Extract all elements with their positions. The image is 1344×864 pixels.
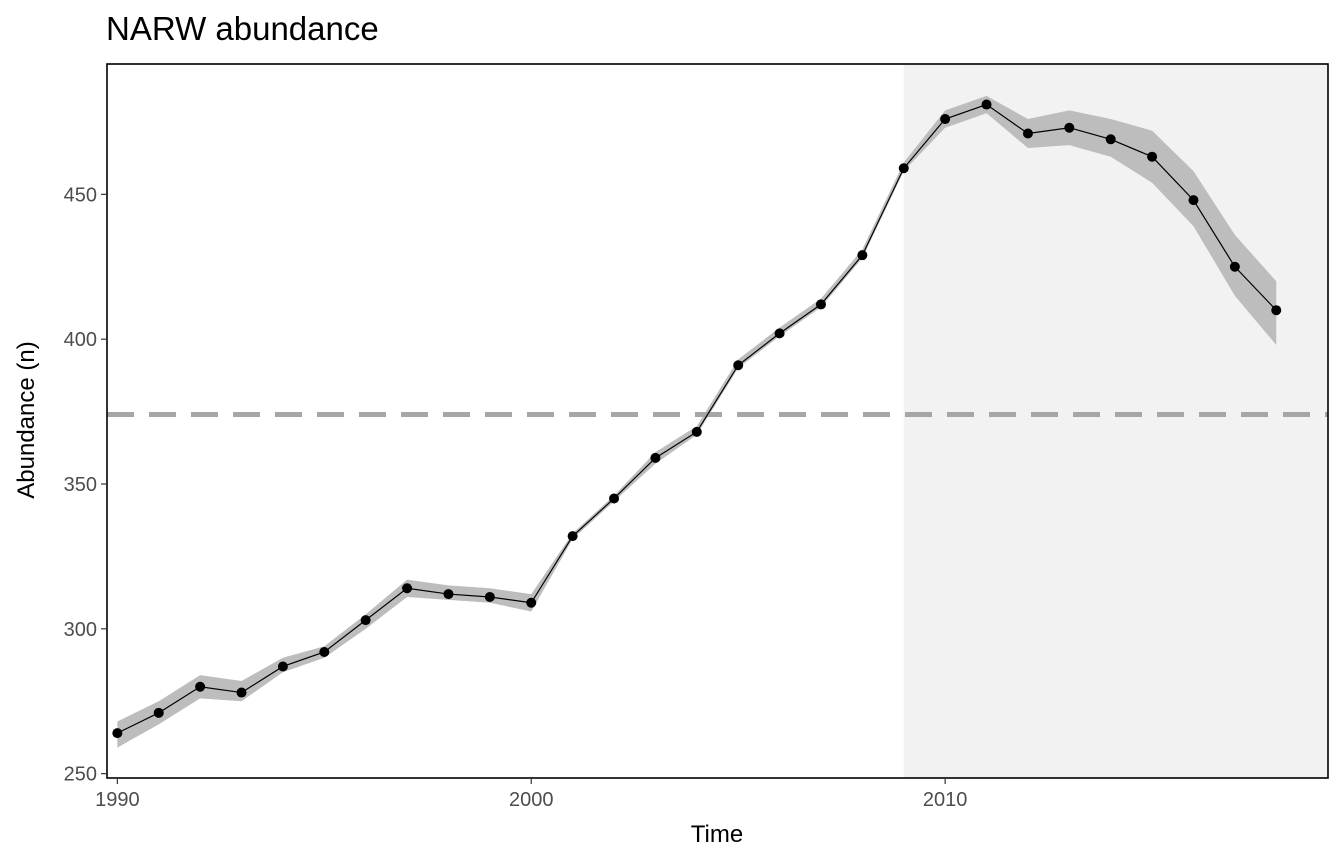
data-point (484, 591, 495, 602)
x-tick-label: 1990 (95, 789, 140, 811)
data-point (402, 583, 413, 594)
data-point (319, 647, 330, 657)
data-point (236, 687, 247, 698)
data-point (898, 163, 909, 174)
data-point (691, 426, 702, 437)
y-tick-label: 300 (64, 619, 97, 641)
x-tick-label: 2010 (923, 789, 968, 811)
data-point (443, 589, 454, 600)
data-point (940, 114, 951, 125)
data-point (526, 597, 537, 608)
data-point (195, 681, 206, 692)
data-point (112, 728, 123, 739)
data-point (733, 360, 744, 371)
y-axis-title: Abundance (n) (13, 341, 40, 498)
data-point (650, 452, 661, 463)
data-point (857, 250, 868, 261)
data-point (1147, 151, 1158, 162)
data-point (815, 299, 826, 310)
panel-border (106, 63, 1329, 779)
data-point (277, 661, 288, 672)
x-tick-label: 2000 (509, 789, 554, 811)
x-axis: 1990 2000 2010 (95, 778, 967, 811)
data-point (981, 99, 992, 110)
data-point (1064, 122, 1075, 133)
plot-area (106, 63, 1329, 779)
shaded-period (903, 64, 1328, 778)
data-point (1188, 195, 1199, 206)
y-tick-label: 450 (64, 184, 97, 206)
data-point (774, 328, 785, 339)
y-axis: 250 300 350 400 450 (64, 184, 107, 786)
data-point (1022, 128, 1033, 139)
data-point (1105, 134, 1116, 145)
y-tick-label: 350 (64, 474, 97, 496)
chart-title: NARW abundance (106, 10, 379, 47)
data-point (1229, 261, 1240, 272)
data-point (1271, 305, 1282, 316)
y-tick-label: 250 (64, 764, 97, 786)
data-point (153, 707, 164, 718)
x-axis-title: Time (691, 821, 743, 848)
data-point (609, 493, 620, 504)
y-tick-label: 400 (64, 329, 97, 351)
data-point (567, 531, 578, 542)
data-point (360, 615, 371, 626)
